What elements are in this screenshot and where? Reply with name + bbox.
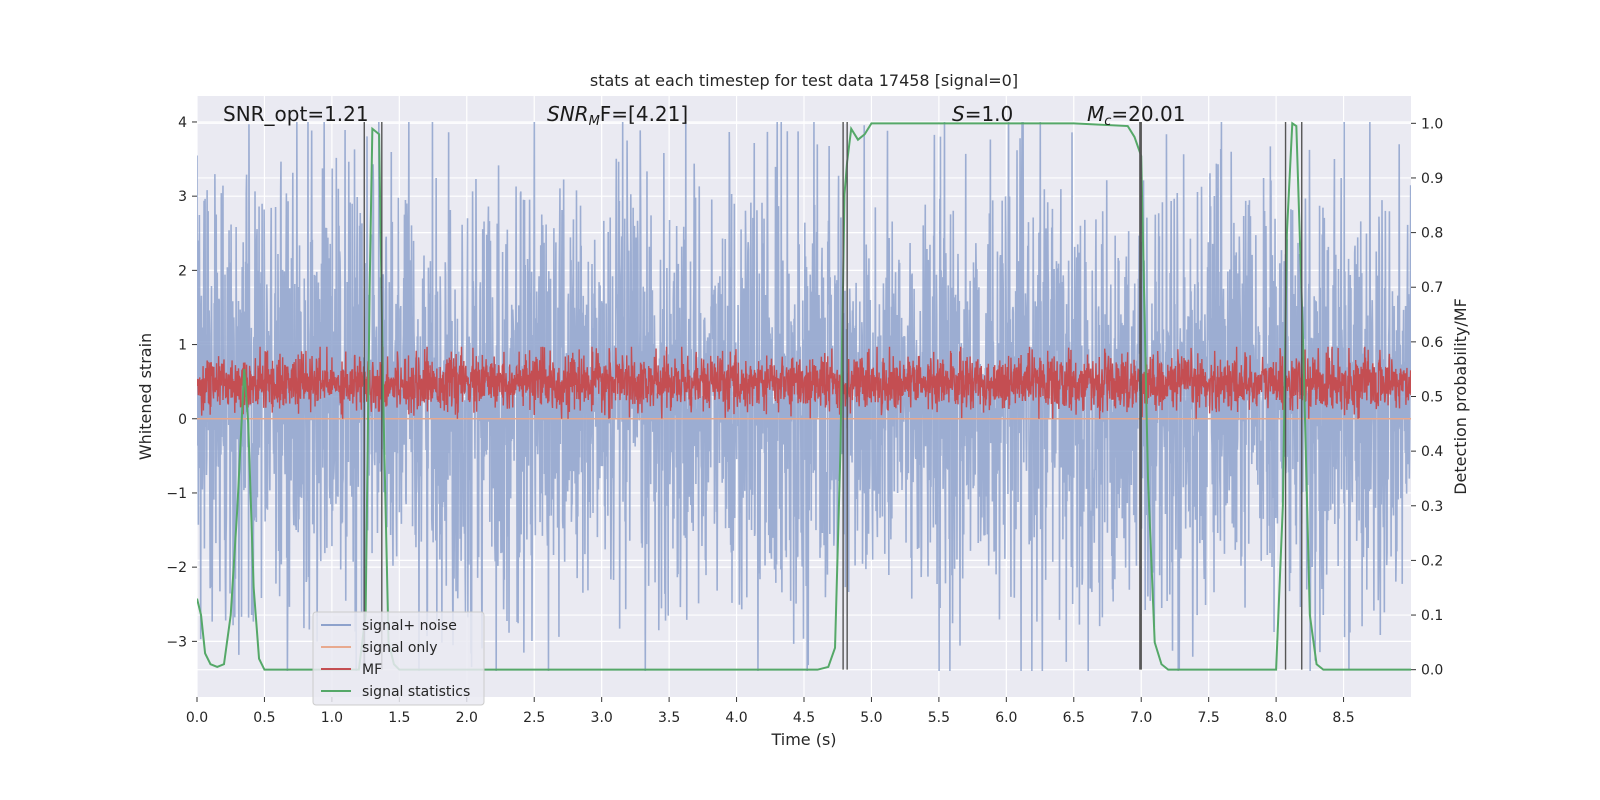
x-tick-label: 5.0 [860, 710, 882, 726]
x-tick-label: 8.0 [1265, 710, 1287, 726]
right-tick-label: 0.4 [1421, 444, 1443, 460]
legend-entry: MF [362, 662, 382, 678]
annotation-s-rest: =1.0 [965, 102, 1014, 126]
x-axis-label: Time (s) [770, 730, 836, 749]
right-tick-label: 0.1 [1421, 608, 1443, 624]
x-axis: 0.0 0.5 1.0 1.5 2.0 2.5 3.0 3.5 4.0 4.5 5.0 5.5 6.0 6… [186, 697, 1355, 726]
x-tick-label: 6.0 [995, 710, 1017, 726]
left-axis: 4 3 2 1 0 −1 −2 −3 [166, 115, 197, 650]
x-tick-label: 4.0 [725, 710, 747, 726]
left-tick-label: 0 [178, 412, 187, 428]
right-tick-label: 0.0 [1421, 663, 1443, 679]
legend: signal+ noise signal only MF signal statist… [312, 611, 485, 706]
x-tick-label: 7.0 [1130, 710, 1152, 726]
x-tick-label: 1.5 [388, 710, 410, 726]
left-tick-label: −3 [166, 634, 187, 650]
vertical-markers [363, 121, 1303, 670]
annotation-s-italic: S [952, 102, 965, 126]
x-tick-label: 3.0 [591, 710, 613, 726]
annotation-snr-mf-base: SNR [547, 102, 589, 126]
right-tick-label: 0.9 [1421, 171, 1443, 187]
x-tick-label: 2.0 [456, 710, 478, 726]
series-line-3 [197, 121, 1411, 671]
left-tick-label: −1 [166, 486, 187, 502]
left-tick-label: 2 [178, 263, 187, 279]
annotation-mc-base: M [1087, 102, 1104, 126]
annotation-snr-mf-rest: F=[4.21] [600, 102, 688, 126]
annotation-mc: Mc=20.01 [1087, 102, 1185, 129]
right-tick-label: 0.8 [1421, 226, 1443, 242]
annotation-mc-sub: c [1104, 114, 1111, 129]
right-tick-label: 0.3 [1421, 499, 1443, 515]
right-tick-label: 1.0 [1421, 116, 1443, 132]
legend-entry: signal only [362, 640, 437, 656]
x-tick-label: 0.0 [186, 710, 208, 726]
x-tick-label: 8.5 [1332, 710, 1354, 726]
x-tick-label: 3.5 [658, 710, 680, 726]
annotation-snr-opt: SNR_opt=1.21 [223, 102, 369, 126]
annotation-mc-rest: =20.01 [1111, 102, 1185, 126]
series-line-2 [197, 346, 1411, 419]
legend-entry: signal statistics [362, 684, 470, 700]
x-tick-label: 5.5 [928, 710, 950, 726]
right-tick-label: 0.2 [1421, 553, 1443, 569]
legend-box [312, 611, 485, 706]
right-axis: 1.0 0.9 0.8 0.7 0.6 0.5 0.4 0.3 0.2 0.1 0.0 [1411, 116, 1443, 679]
legend-entry: signal+ noise [362, 618, 457, 634]
series-line-0 [197, 121, 1411, 672]
annotation-s: S=1.0 [952, 102, 1013, 126]
right-tick-label: 0.7 [1421, 280, 1443, 296]
x-tick-label: 4.5 [793, 710, 815, 726]
left-tick-label: 3 [178, 189, 187, 205]
left-tick-label: 1 [178, 338, 187, 354]
x-tick-label: 6.5 [1063, 710, 1085, 726]
right-axis-label: Detection probability/MF [1451, 298, 1470, 495]
x-tick-label: 1.0 [321, 710, 343, 726]
left-tick-label: 4 [178, 115, 187, 131]
left-tick-label: −2 [166, 560, 187, 576]
x-tick-label: 2.5 [523, 710, 545, 726]
right-tick-label: 0.5 [1421, 390, 1443, 406]
chart-title: stats at each timestep for test data 174… [590, 71, 1018, 90]
right-tick-label: 0.6 [1421, 335, 1443, 351]
annotation-snr-mf-sub: M [589, 114, 600, 129]
x-tick-label: 0.5 [253, 710, 275, 726]
left-axis-label: Whitened strain [136, 333, 155, 460]
annotation-snr-mf: SNRMF=[4.21] [547, 102, 688, 129]
series-layer [197, 121, 1411, 672]
x-tick-label: 7.5 [1198, 710, 1220, 726]
